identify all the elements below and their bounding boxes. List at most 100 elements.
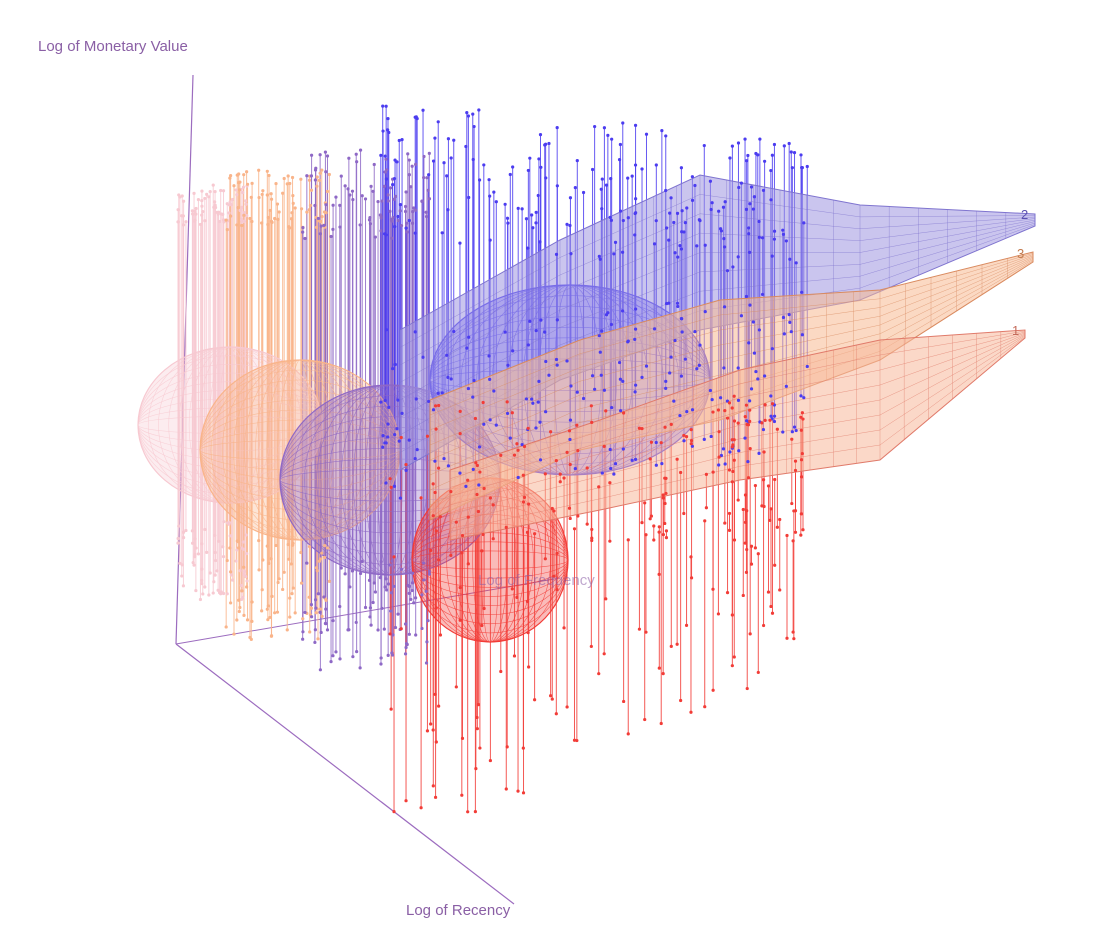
- data-point: [249, 195, 253, 199]
- data-point: [421, 108, 425, 112]
- data-point: [303, 236, 307, 241]
- data-point: [318, 668, 322, 672]
- data-point: [288, 596, 292, 600]
- data-point: [608, 481, 612, 485]
- points-series-2: [224, 168, 331, 641]
- data-point: [772, 419, 777, 424]
- data-point: [413, 330, 417, 334]
- data-point: [324, 598, 328, 602]
- data-point: [309, 153, 314, 157]
- data-point: [260, 588, 264, 592]
- data-point: [289, 562, 294, 566]
- data-point: [404, 221, 409, 225]
- data-point: [313, 628, 317, 632]
- data-point: [622, 699, 626, 704]
- data-point: [458, 432, 462, 436]
- data-point: [325, 154, 330, 158]
- data-point: [317, 178, 321, 182]
- data-point: [449, 377, 453, 381]
- data-point: [242, 219, 246, 224]
- data-point: [433, 404, 438, 408]
- data-point: [590, 374, 595, 378]
- data-point: [275, 202, 280, 206]
- data-point: [575, 390, 579, 394]
- data-point: [354, 152, 358, 156]
- data-point: [675, 457, 679, 461]
- data-point: [727, 528, 732, 532]
- data-point: [325, 628, 330, 632]
- data-point: [652, 242, 657, 246]
- data-point: [609, 322, 614, 327]
- data-point: [205, 550, 209, 554]
- data-point: [562, 626, 566, 630]
- data-point: [434, 427, 438, 431]
- data-point: [351, 655, 355, 659]
- data-point: [756, 377, 760, 381]
- data-point: [289, 217, 294, 221]
- data-point: [437, 466, 441, 470]
- data-point: [544, 176, 548, 180]
- data-point: [269, 192, 273, 196]
- data-point: [657, 666, 661, 670]
- data-point: [799, 475, 804, 479]
- data-point: [710, 201, 714, 205]
- data-point: [386, 128, 390, 132]
- data-point: [799, 512, 803, 516]
- data-point: [626, 732, 630, 736]
- data-point: [749, 544, 754, 548]
- data-point: [371, 600, 375, 605]
- data-point: [597, 485, 601, 489]
- data-point: [640, 167, 644, 171]
- data-point: [752, 195, 757, 199]
- data-point: [309, 602, 314, 607]
- data-point: [466, 515, 470, 519]
- data-point: [717, 455, 721, 459]
- data-point: [792, 509, 796, 513]
- data-point: [769, 507, 773, 511]
- data-point: [590, 420, 594, 425]
- data-point: [384, 577, 388, 581]
- data-point: [760, 504, 764, 508]
- data-point: [643, 717, 647, 722]
- data-point: [322, 595, 326, 599]
- data-point: [602, 652, 606, 656]
- data-point: [234, 559, 238, 563]
- data-point: [703, 519, 707, 523]
- data-point: [236, 539, 240, 544]
- data-point: [277, 210, 281, 214]
- data-point: [789, 150, 793, 154]
- data-point: [526, 168, 530, 173]
- data-point: [390, 236, 394, 240]
- data-point: [237, 172, 241, 176]
- data-point: [618, 142, 622, 147]
- data-point: [732, 538, 737, 542]
- data-point: [763, 159, 767, 163]
- data-point: [354, 620, 358, 625]
- data-point: [274, 543, 278, 548]
- data-point: [732, 655, 736, 659]
- data-point: [313, 168, 318, 172]
- data-point: [473, 810, 477, 814]
- data-point: [460, 736, 465, 740]
- data-point: [743, 436, 747, 440]
- data-point: [769, 168, 773, 173]
- data-point: [745, 509, 749, 513]
- data-point: [555, 126, 559, 130]
- data-point: [487, 178, 491, 182]
- data-point: [736, 255, 740, 259]
- data-point: [481, 400, 485, 405]
- data-point: [748, 399, 752, 403]
- data-point: [433, 136, 437, 140]
- data-point: [409, 597, 413, 602]
- data-point: [475, 463, 479, 468]
- data-point: [474, 767, 478, 771]
- data-point: [442, 456, 446, 461]
- data-point: [488, 238, 492, 242]
- data-point: [781, 430, 785, 434]
- data-point: [184, 528, 188, 533]
- data-point: [369, 623, 373, 627]
- data-point: [663, 501, 667, 506]
- data-point: [422, 175, 426, 180]
- data-point: [372, 162, 376, 167]
- data-point: [309, 606, 314, 610]
